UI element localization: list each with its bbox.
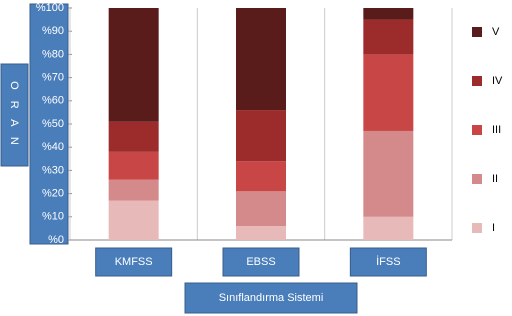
- bar-segment: [363, 54, 414, 131]
- bar-segment: [363, 19, 414, 55]
- legend-label: I: [492, 222, 495, 234]
- bar-segment: [363, 130, 414, 217]
- y-tick-label: %100: [36, 2, 64, 14]
- y-tick-label: %70: [42, 72, 64, 84]
- y-label-box: [0, 63, 29, 167]
- y-axis-label: O R A N: [8, 81, 20, 149]
- y-tick-label: %50: [42, 118, 64, 130]
- bar-segment: [108, 121, 159, 152]
- y-tick-box: [29, 3, 69, 245]
- y-tick-label: %30: [42, 164, 64, 176]
- category-box: [222, 247, 300, 277]
- legend-swatch: [472, 125, 482, 135]
- x-tick-label: KMFSS: [115, 256, 153, 268]
- bar-segment: [236, 191, 286, 227]
- legend-label: IV: [492, 75, 503, 87]
- bar-segment: [236, 226, 286, 240]
- x-tick-label: EBSS: [246, 256, 275, 268]
- bar-segment: [108, 8, 159, 122]
- y-tick-label: %10: [42, 211, 64, 223]
- y-tick-label: %60: [42, 95, 64, 107]
- bar-segment: [108, 200, 159, 240]
- legend-swatch: [472, 76, 482, 86]
- bar-segment: [236, 110, 286, 162]
- x-axis-label: Sınıflandırma Sistemi: [219, 292, 324, 304]
- x-label-box: [184, 282, 358, 314]
- legend-swatch: [472, 174, 482, 184]
- legend-label: V: [492, 26, 500, 38]
- legend-label: II: [492, 173, 498, 185]
- bar-segment: [236, 8, 286, 111]
- bar-segment: [108, 151, 159, 180]
- y-tick-label: %20: [42, 188, 64, 200]
- legend-swatch: [472, 223, 482, 233]
- category-box: [349, 247, 427, 277]
- x-tick-label: İFSS: [376, 255, 400, 268]
- y-tick-label: %90: [42, 25, 64, 37]
- y-tick-label: %80: [42, 48, 64, 60]
- category-box: [95, 247, 173, 277]
- legend-swatch: [472, 27, 482, 37]
- bar-segment: [108, 179, 159, 201]
- bar-segment: [363, 216, 414, 240]
- bar-segment: [363, 8, 414, 20]
- legend-label: III: [492, 124, 501, 136]
- y-tick-label: %0: [48, 234, 64, 246]
- bar-segment: [236, 161, 286, 192]
- y-tick-label: %40: [42, 141, 64, 153]
